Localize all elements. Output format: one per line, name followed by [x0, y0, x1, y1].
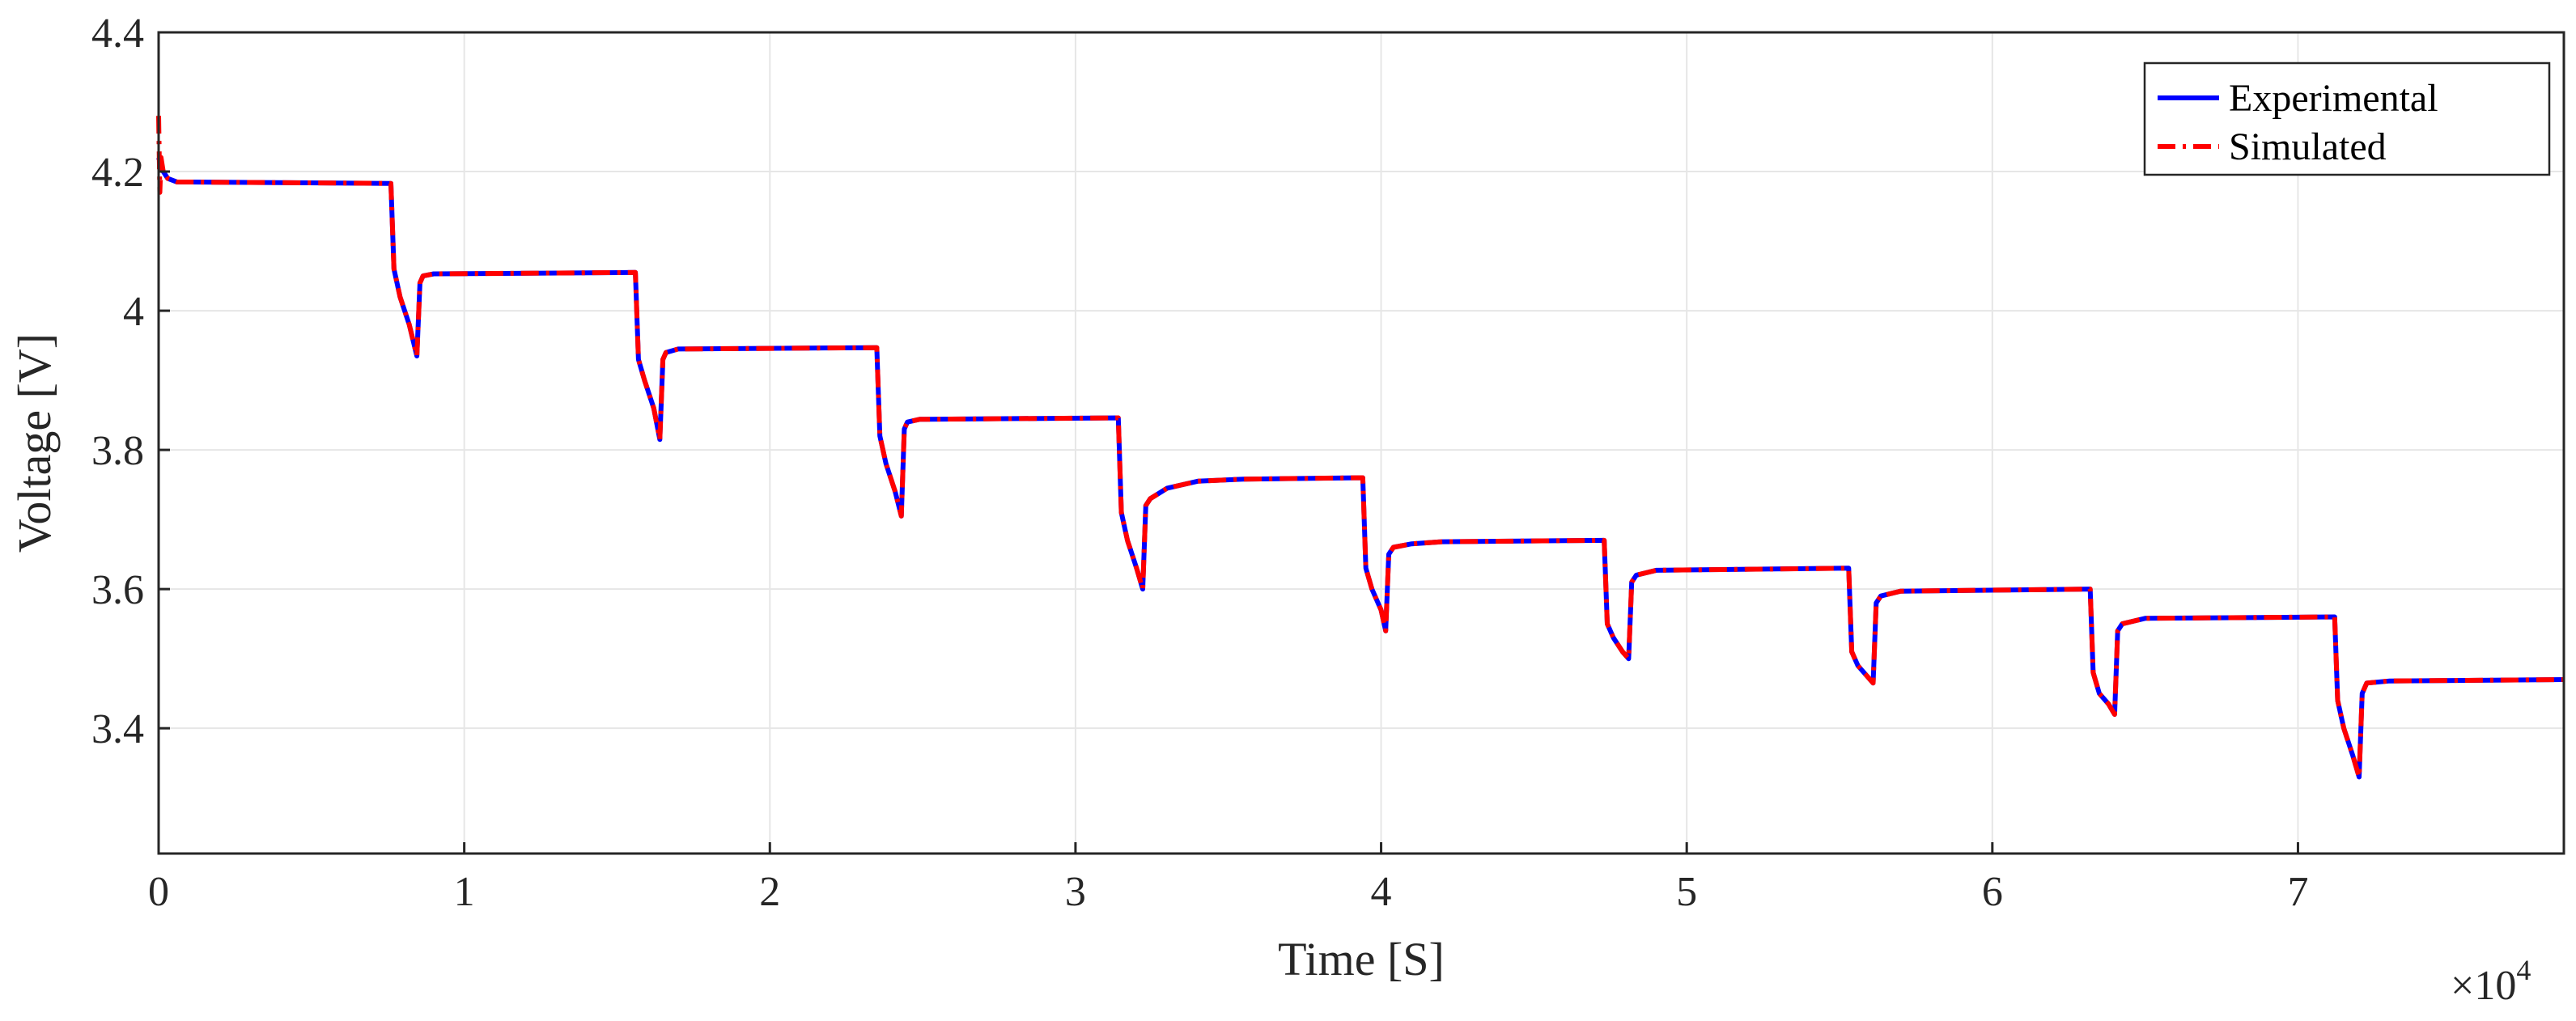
- y-tick-label: 4.2: [91, 150, 144, 196]
- x-axis-multiplier-exponent: 4: [2516, 954, 2531, 986]
- legend: Experimental Simulated: [2143, 61, 2551, 176]
- y-axis-label: Voltage [V]: [8, 333, 61, 553]
- x-tick-label: 2: [759, 869, 780, 915]
- legend-box: [2143, 61, 2551, 176]
- series-experimental-line: [156, 156, 2565, 780]
- x-axis-label: Time [S]: [1278, 933, 1445, 985]
- axis-ticks: 0 1 2 3 4 5 6 7 3.4 3.6 3.8 4 4.2 4.4: [91, 11, 2308, 915]
- legend-simulated-label: Simulated: [2229, 125, 2387, 168]
- x-tick-label: 5: [1676, 869, 1697, 915]
- plot-area-border: [157, 31, 2565, 855]
- x-axis-multiplier-base: ×10: [2451, 963, 2516, 1009]
- series-lines: [156, 116, 2565, 780]
- x-tick-label: 7: [2287, 869, 2308, 915]
- y-tick-label: 4: [123, 289, 144, 335]
- x-tick-label: 4: [1371, 869, 1392, 915]
- y-tick-label: 3.4: [91, 706, 144, 752]
- x-tick-label: 1: [454, 869, 475, 915]
- x-tick-label: 6: [1982, 869, 2003, 915]
- series-simulated-line: [156, 116, 2565, 780]
- legend-experimental-label: Experimental: [2229, 77, 2438, 120]
- y-tick-label: 3.8: [91, 428, 144, 474]
- x-tick-label: 3: [1065, 869, 1086, 915]
- x-axis-multiplier: ×104: [2451, 954, 2531, 1009]
- y-tick-label: 3.6: [91, 567, 144, 613]
- y-tick-label: 4.4: [91, 11, 144, 57]
- x-tick-label: 0: [148, 869, 169, 915]
